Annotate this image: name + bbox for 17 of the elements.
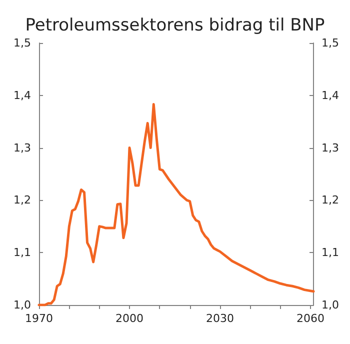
y2-tick-label: 1,5 (322, 36, 340, 50)
y2-tick-label: 1,2 (322, 194, 340, 207)
y-tick-label: 1,1 (14, 246, 31, 260)
y-tick-label: 1,0 (14, 298, 31, 312)
y-tick-label: 1,5 (14, 36, 31, 50)
y2-tick-label: 1,3 (322, 141, 340, 154)
y-tick-label: 1,2 (14, 194, 31, 207)
x-tick-label: 2000 (115, 312, 144, 325)
chart-title: Petroleumssektorens bidrag til BNP (25, 16, 325, 36)
x-tick-label: 2060 (296, 312, 324, 325)
x-tick-label: 2030 (206, 312, 234, 325)
y-tick-label: 1,3 (14, 141, 31, 154)
y-tick-label: 1,4 (14, 88, 31, 102)
y2-tick-label: 1,4 (322, 88, 340, 102)
y2-tick-label: 1,0 (322, 298, 340, 312)
y2-tick-label: 1,1 (322, 246, 340, 260)
x-tick-label: 1970 (25, 312, 53, 325)
